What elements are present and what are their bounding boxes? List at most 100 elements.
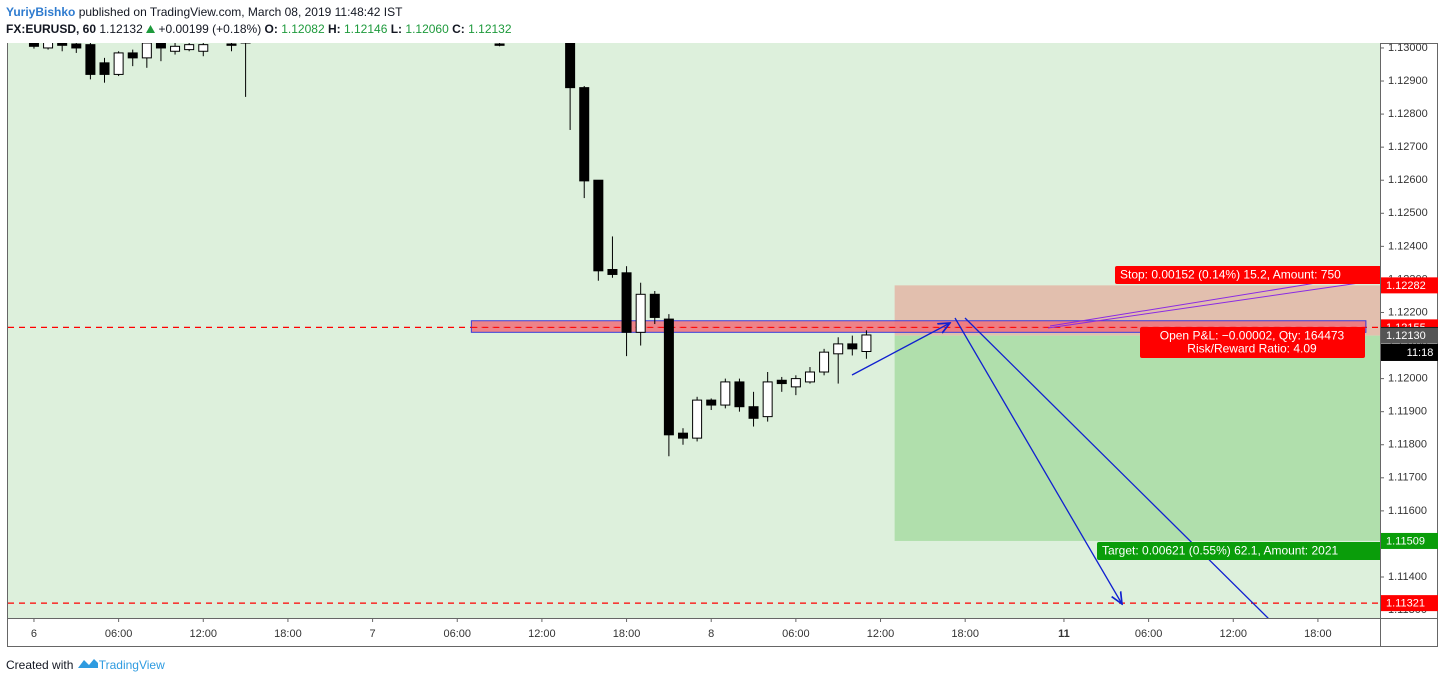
countdown: 11:18 bbox=[1407, 347, 1434, 359]
candle-body bbox=[170, 45, 181, 52]
candle-body bbox=[240, 43, 251, 44]
y-tick-label: 1.12000 bbox=[1388, 373, 1428, 385]
candle-body bbox=[663, 318, 674, 436]
x-tick-label: 12:00 bbox=[528, 628, 556, 640]
target-label-box bbox=[1097, 542, 1380, 560]
ohlc-value: 1.12132 bbox=[468, 22, 512, 36]
candle-body bbox=[43, 43, 54, 49]
author[interactable]: YuriyBishko bbox=[6, 5, 76, 19]
arrow bbox=[851, 323, 950, 376]
stop-label-box bbox=[1115, 266, 1380, 284]
footer: Created with TradingView bbox=[6, 657, 165, 672]
candles bbox=[28, 43, 872, 457]
chart: Stop: 0.00152 (0.14%) 15.2, Amount: 750 O… bbox=[7, 42, 1438, 647]
ohlc-value: 1.12146 bbox=[343, 22, 388, 36]
candle-body bbox=[748, 406, 759, 419]
y-tick-label: 1.11700 bbox=[1388, 472, 1427, 484]
candle-body bbox=[155, 43, 166, 49]
publish-line: YuriyBishko published on TradingView.com… bbox=[6, 5, 402, 19]
footer-text: Created with bbox=[6, 658, 74, 672]
x-tick-label: 8 bbox=[708, 628, 714, 640]
drawings-under bbox=[8, 285, 1380, 604]
ohlc-key: L: bbox=[390, 22, 403, 36]
price-badge bbox=[1381, 532, 1438, 549]
price-badge bbox=[1381, 595, 1438, 612]
x-tick-label: 12:00 bbox=[190, 628, 218, 640]
y-tick-label: 1.12700 bbox=[1388, 141, 1428, 153]
x-tick-label: 6 bbox=[31, 628, 37, 640]
x-tick-label: 7 bbox=[370, 628, 376, 640]
y-tick-label: 1.12800 bbox=[1388, 108, 1428, 120]
ohlc-value: 1.12082 bbox=[281, 22, 325, 36]
stop-label: Stop: 0.00152 (0.14%) 15.2, Amount: 750 bbox=[1120, 268, 1341, 282]
rr-label: Risk/Reward Ratio: 4.09 bbox=[1187, 342, 1317, 356]
ohlc: O: 1.12082 H: 1.12146 L: 1.12060 C: 1.12… bbox=[265, 22, 512, 36]
candle-body bbox=[677, 432, 688, 439]
y-tick-label: 1.11400 bbox=[1388, 571, 1427, 583]
candle-body bbox=[71, 43, 82, 49]
candle-body bbox=[141, 43, 152, 59]
up-icon bbox=[146, 25, 156, 33]
candle-body bbox=[565, 43, 576, 89]
x-tick-label: 11 bbox=[1058, 628, 1070, 640]
candle-body bbox=[819, 351, 830, 373]
price-badge-label: 1.11321 bbox=[1386, 598, 1425, 610]
symbol: FX:EURUSD, 60 bbox=[6, 22, 97, 36]
trend-line bbox=[964, 317, 1269, 618]
x-tick-label: 18:00 bbox=[1304, 628, 1332, 640]
published: published on TradingView.com, March 08, … bbox=[78, 5, 403, 19]
ohlc-key: C: bbox=[452, 22, 465, 36]
x-tick-label: 18:00 bbox=[951, 628, 979, 640]
candle-body bbox=[127, 52, 138, 59]
candle-body bbox=[99, 62, 110, 75]
candle-body bbox=[28, 43, 39, 47]
y-tick-label: 1.13000 bbox=[1388, 42, 1428, 54]
change: +0.00199 (+0.18%) bbox=[158, 22, 262, 36]
last-price: 1.12132 bbox=[99, 22, 143, 36]
candle-body bbox=[790, 378, 801, 388]
y-tick-label: 1.11600 bbox=[1388, 505, 1427, 517]
candle-body bbox=[734, 381, 745, 408]
target-label: Target: 0.00621 (0.55%) 62.1, Amount: 20… bbox=[1102, 544, 1338, 558]
candle-body bbox=[184, 44, 195, 51]
candle-body bbox=[198, 44, 209, 52]
x-tick-label: 06:00 bbox=[443, 628, 471, 640]
brand[interactable]: TradingView bbox=[98, 658, 165, 672]
candle-body bbox=[649, 293, 660, 318]
x-tick-label: 06:00 bbox=[105, 628, 133, 640]
ohlc-key: H: bbox=[327, 22, 341, 36]
candle-body bbox=[720, 381, 731, 406]
candle-body bbox=[607, 268, 618, 275]
price-badge bbox=[1381, 327, 1438, 344]
y-tick-label: 1.12400 bbox=[1388, 240, 1428, 252]
candle-body bbox=[593, 179, 604, 272]
price-badge-label: 1.12282 bbox=[1386, 280, 1426, 292]
axes: 1.13000 1.12900 1.12800 1.12700 1.12600 1.125… bbox=[31, 42, 1438, 640]
x-tick-label: 18:00 bbox=[613, 628, 641, 640]
arrow bbox=[954, 317, 1122, 604]
x-tick-label: 12:00 bbox=[1219, 628, 1247, 640]
symbol-line: FX:EURUSD, 60 1.12132 +0.00199 (+0.18%) … bbox=[6, 22, 512, 36]
x-tick-label: 06:00 bbox=[1135, 628, 1163, 640]
candle-body bbox=[85, 44, 96, 75]
target-zone bbox=[894, 335, 1380, 541]
price-badge-label: 1.11509 bbox=[1386, 535, 1425, 547]
ohlc-key: O: bbox=[264, 22, 278, 36]
trend-line bbox=[1049, 282, 1317, 327]
candle-body bbox=[57, 43, 68, 46]
y-tick-label: 1.11900 bbox=[1388, 406, 1427, 418]
candle-body bbox=[847, 343, 858, 350]
y-tick-label: 1.12900 bbox=[1388, 75, 1428, 87]
candle-body bbox=[494, 43, 505, 46]
x-tick-label: 06:00 bbox=[782, 628, 810, 640]
candle-body bbox=[861, 334, 872, 352]
y-tick-label: 1.11800 bbox=[1388, 439, 1427, 451]
y-tick-label: 1.12600 bbox=[1388, 174, 1428, 186]
price-badge bbox=[1381, 277, 1438, 294]
y-tick-label: 1.12500 bbox=[1388, 207, 1428, 219]
candle-body bbox=[776, 379, 787, 385]
candle-body bbox=[113, 52, 124, 75]
trend-arrows bbox=[851, 281, 1367, 618]
pnl-label-box bbox=[1140, 327, 1365, 358]
resistance-zone bbox=[470, 320, 1367, 333]
